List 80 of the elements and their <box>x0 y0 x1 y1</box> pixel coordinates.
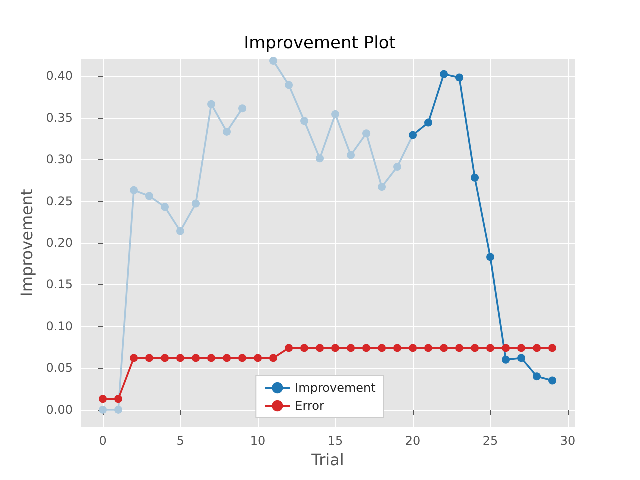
legend-label: Improvement <box>295 381 376 395</box>
point <box>486 344 495 352</box>
point <box>223 128 232 136</box>
point <box>130 186 138 194</box>
point <box>114 406 123 414</box>
point <box>456 344 464 352</box>
point <box>533 372 542 381</box>
point <box>146 354 154 362</box>
y-tick-label: 0.20 <box>46 236 73 250</box>
point <box>440 344 448 352</box>
y-tick-label: 0.35 <box>46 110 73 125</box>
point <box>394 344 402 352</box>
point <box>378 183 386 192</box>
point <box>440 70 448 78</box>
point <box>161 203 170 212</box>
point <box>332 110 340 118</box>
y-axis-title: Improvement <box>18 189 36 297</box>
x-tick-label: 30 <box>560 434 576 448</box>
point <box>130 354 138 362</box>
point <box>254 354 262 362</box>
x-tick-label: 0 <box>99 434 107 448</box>
x-axis-title: Trial <box>310 450 344 470</box>
x-tick-label: 5 <box>176 434 184 448</box>
x-tick-label: 25 <box>482 434 498 448</box>
point <box>409 344 418 352</box>
point <box>471 344 480 352</box>
y-tick-label: 0.25 <box>46 194 73 208</box>
point <box>548 376 557 385</box>
point <box>456 74 464 82</box>
point <box>270 57 278 65</box>
x-tick-label: 20 <box>405 434 421 448</box>
point <box>347 151 356 160</box>
point <box>208 100 216 108</box>
point <box>378 344 386 352</box>
point <box>409 131 418 140</box>
point <box>518 344 526 352</box>
point <box>424 118 433 127</box>
point <box>99 395 108 404</box>
y-tick-label: 0.00 <box>46 402 73 417</box>
point <box>502 356 510 364</box>
point <box>176 227 185 236</box>
point <box>347 344 356 352</box>
y-tick-label: 0.05 <box>46 361 73 376</box>
y-tick-label: 0.30 <box>46 152 73 167</box>
point <box>300 117 309 126</box>
point <box>223 354 232 362</box>
y-tick-label: 0.40 <box>46 69 73 84</box>
point <box>161 354 170 362</box>
point <box>424 344 433 352</box>
point <box>285 81 294 90</box>
point <box>192 354 200 362</box>
point <box>285 344 294 352</box>
point <box>208 354 216 362</box>
point <box>192 200 200 208</box>
y-tick-label: 0.15 <box>46 278 73 292</box>
point <box>146 192 154 200</box>
point <box>238 104 247 113</box>
point <box>300 344 309 352</box>
point <box>502 344 510 352</box>
point <box>548 344 557 352</box>
point <box>316 154 324 163</box>
x-tick-label: 15 <box>328 434 344 448</box>
point <box>99 406 108 414</box>
point <box>270 354 278 362</box>
point <box>518 354 526 362</box>
legend-label: Error <box>295 399 324 413</box>
point <box>238 354 247 362</box>
point <box>316 344 324 352</box>
point <box>362 130 371 138</box>
point <box>394 163 402 172</box>
point <box>176 354 185 362</box>
y-tick-label: 0.10 <box>46 319 73 334</box>
point <box>471 174 480 182</box>
x-tick-label: 10 <box>250 434 266 448</box>
point <box>332 344 340 352</box>
point <box>114 395 123 404</box>
chart-title: Improvement Plot <box>244 34 396 54</box>
point <box>486 253 495 262</box>
point <box>362 344 371 352</box>
point <box>533 344 542 352</box>
